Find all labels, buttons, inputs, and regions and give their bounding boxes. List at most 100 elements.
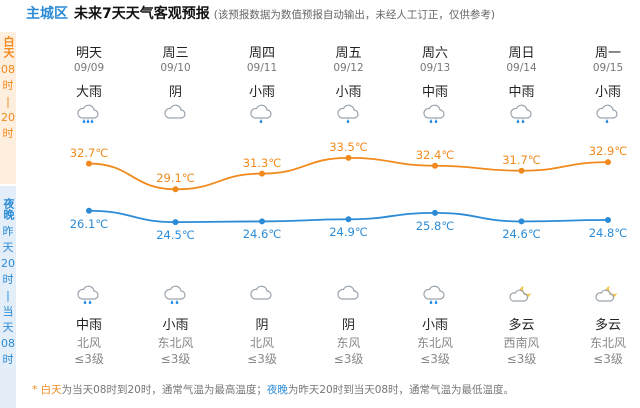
day-weather: 中雨: [421, 85, 448, 100]
day-date: 09/14: [506, 62, 537, 74]
day-column: 周六 09/13 中雨: [393, 42, 477, 127]
day-weather: 小雨: [594, 85, 621, 100]
high-temp-label: 29.1℃: [156, 171, 195, 186]
low-temp-point: [172, 219, 179, 226]
night-weather: 小雨: [421, 318, 448, 333]
night-weather: 阴: [255, 318, 269, 333]
low-temp-label: 24.6℃: [242, 227, 282, 242]
day-date: 09/11: [246, 62, 278, 74]
day-range: 08 时 | 20 时: [0, 62, 16, 142]
footer-night-text: 为昨天20时到当天08时，通常气温为最低温度。: [287, 384, 515, 396]
low-temp-label: 26.1℃: [69, 216, 109, 231]
range-char: 时: [2, 79, 14, 92]
page-title: 未来7天天气客观预报: [74, 6, 210, 22]
footer-note: * 白天为当天08时到20时，通常气温为最高温度；夜晚为昨天20时到当天08时，…: [32, 382, 514, 397]
night-column: 多云 东北风 ≤3级: [566, 282, 640, 366]
footer-night-term: 夜晚: [266, 384, 288, 396]
overcast-icon: [220, 282, 304, 308]
temperature-chart: [86, 154, 611, 226]
night-range: 昨天 20 时 | 当天 08 时: [0, 224, 16, 368]
wind-level: ≤3级: [247, 352, 277, 366]
night-column: 多云 西南风 ≤3级: [480, 282, 564, 366]
day-name: 周四: [248, 46, 275, 61]
wind-direction: 东北风: [157, 336, 194, 350]
wind-direction: 东北风: [416, 336, 453, 350]
night-column: 阴北风 ≤3级: [220, 282, 304, 366]
day-column: 周五 09/12 小雨: [307, 42, 391, 127]
disclaimer-note: (该预报数据为数值预报自动输出，未经人工订正，仅供参考): [213, 9, 495, 21]
day-period-label: 白天 08 时 | 20 时: [0, 36, 16, 142]
high-temp-label: 31.3℃: [242, 155, 282, 170]
day-weather: 阴: [168, 85, 182, 100]
low-temp-point: [518, 218, 525, 225]
low-temp-label: 24.6℃: [502, 227, 541, 242]
light-rain-icon: [220, 101, 304, 127]
low-temp-point: [345, 216, 352, 223]
range-char: 时: [2, 273, 14, 286]
light-rain-icon: [566, 101, 640, 127]
wind-level: ≤3级: [160, 352, 191, 366]
night-weather: 小雨: [162, 318, 189, 333]
range-char: 天: [2, 321, 14, 334]
high-temp-point: [259, 170, 265, 177]
day-column: 周日 09/14 中雨: [480, 42, 564, 127]
cloudy-night-icon: [480, 282, 564, 308]
night-period-label: 夜晚 昨天 20 时 | 当天 08 时: [0, 198, 16, 368]
day-date: 09/12: [333, 62, 364, 74]
range-char: 时: [2, 127, 14, 140]
wind-level: ≤3级: [333, 352, 364, 366]
night-weather: 多云: [594, 318, 621, 333]
low-temp-point: [259, 218, 265, 225]
day-column: 周三 09/10 阴: [134, 42, 218, 127]
day-weather: 小雨: [248, 85, 275, 100]
day-name: 明天: [75, 46, 102, 61]
range-char: |: [6, 289, 10, 302]
range-char: 时: [2, 353, 14, 366]
wind-level: ≤3级: [593, 352, 623, 366]
day-column: 明天 09/09 大雨: [47, 42, 131, 127]
wind-direction: 东风: [336, 336, 361, 350]
night-column: 中雨 北风 ≤3级: [47, 282, 131, 366]
forecast-header: 主城区 未来7天天气客观预报 (该预报数据为数值预报自动输出，未经人工订正，仅供参考…: [26, 3, 495, 23]
overcast-icon: [307, 282, 391, 308]
high-temp-point: [432, 162, 438, 169]
day-weather: 小雨: [335, 85, 362, 100]
range-char: 当: [2, 305, 14, 318]
day-name: 周五: [335, 46, 362, 61]
high-temp-point: [605, 159, 611, 166]
night-weather: 多云: [508, 318, 535, 333]
low-temp-label: 24.9℃: [329, 225, 368, 240]
wind-level: ≤3级: [506, 352, 537, 366]
night-column: 阴东风 ≤3级: [307, 282, 391, 366]
wind-level: ≤3级: [74, 352, 104, 366]
rain-icon: [47, 282, 131, 308]
day-date: 09/13: [419, 62, 451, 74]
range-char: 20: [1, 257, 15, 270]
district-name: 主城区: [26, 6, 68, 22]
high-temp-label: 32.9℃: [588, 144, 628, 159]
low-temp-label: 25.8℃: [415, 218, 455, 233]
day-date: 09/09: [73, 62, 105, 74]
rain-icon: [480, 101, 564, 127]
heavy-rain-icon: [47, 101, 131, 127]
day-name: 周日: [508, 46, 535, 61]
day-name: 周六: [421, 46, 448, 61]
day-name: 周一: [594, 46, 621, 61]
low-temp-label: 24.8℃: [588, 226, 628, 240]
light-rain-icon: [307, 101, 391, 127]
night-title: 夜晚: [2, 198, 15, 220]
high-temp-point: [86, 160, 92, 167]
wind-direction: 北风: [249, 336, 274, 350]
low-temp-point: [86, 207, 92, 214]
footer-day-text: 为当天08时到20时，通常气温为最高温度；: [61, 384, 267, 396]
day-weather: 大雨: [75, 85, 102, 100]
night-weather: 阴: [341, 318, 355, 333]
range-char: 20: [1, 111, 15, 124]
day-weather: 中雨: [508, 85, 535, 100]
rain-icon: [393, 101, 477, 127]
day-title: 白天: [2, 36, 15, 58]
high-temp-label: 32.7℃: [69, 145, 109, 160]
range-char: 08: [1, 63, 15, 76]
low-temp-point: [605, 217, 611, 223]
cloudy-night-icon: [566, 282, 640, 308]
